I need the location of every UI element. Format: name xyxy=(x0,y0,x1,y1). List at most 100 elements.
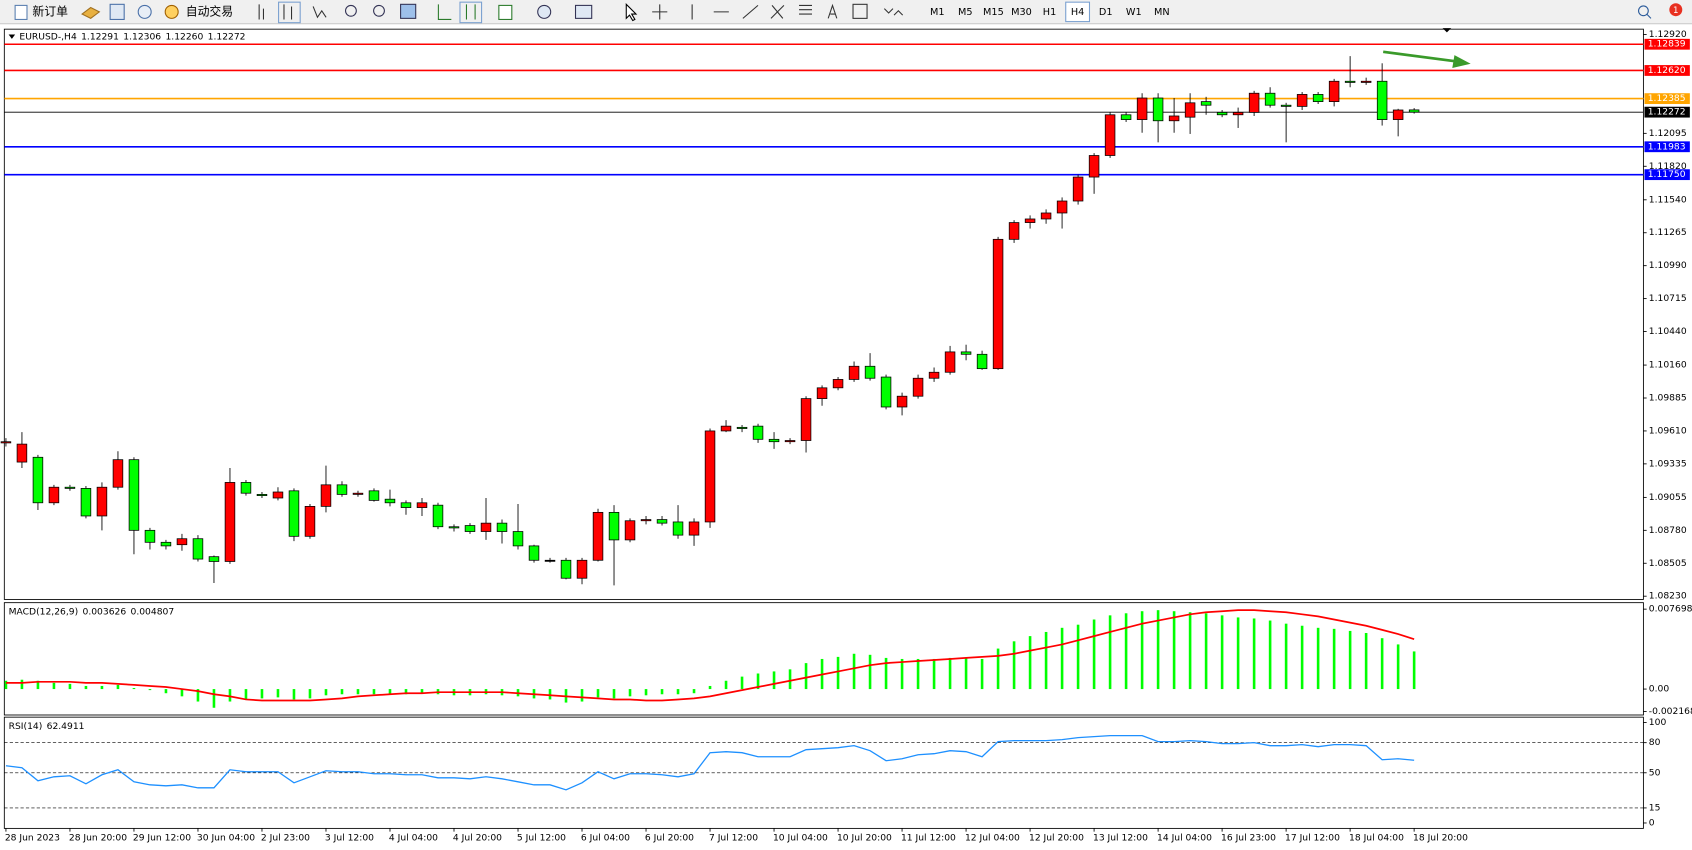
candle-body xyxy=(1136,97,1148,120)
macd-pane xyxy=(3,602,1644,716)
x-tick-label: 12 Jul 04:00 xyxy=(965,833,1020,844)
zoom-in-icon[interactable] xyxy=(344,4,357,17)
timeframe-button[interactable]: W1 xyxy=(1126,7,1142,18)
rsi-line xyxy=(5,734,1415,791)
timeframe-button[interactable]: M15 xyxy=(983,7,1004,18)
zoom-out-icon[interactable] xyxy=(373,4,385,17)
candle-body xyxy=(560,559,572,579)
low-label: 1.12260 xyxy=(165,31,203,42)
candle-body xyxy=(1088,155,1100,178)
macd-bar xyxy=(740,676,744,690)
tile-icon[interactable] xyxy=(400,3,417,19)
timeframe-button[interactable]: M5 xyxy=(958,7,973,18)
macd-bar xyxy=(996,648,1000,690)
candle-body xyxy=(1312,94,1324,102)
icon[interactable] xyxy=(137,4,152,19)
candle-body xyxy=(1408,109,1420,113)
rsi-value: 62.4911 xyxy=(47,720,85,731)
price-header: EURUSD-,H4 1.12291 1.12306 1.12260 1.12272 xyxy=(19,31,245,42)
macd-bar xyxy=(1300,625,1304,690)
trend-arrow xyxy=(1383,50,1471,69)
macd-bar xyxy=(244,689,248,700)
drawing-icons[interactable] xyxy=(770,4,812,19)
macd-bar xyxy=(260,689,264,699)
search-icon[interactable] xyxy=(1646,13,1652,19)
candle-body xyxy=(432,504,444,528)
candle-body xyxy=(192,538,204,560)
candle-body xyxy=(1392,109,1404,120)
macd-bar xyxy=(836,656,840,690)
macd-bar xyxy=(548,689,552,700)
y-tick-label: 0.00 xyxy=(1649,684,1670,695)
macd-bar xyxy=(36,680,40,690)
macd-bar xyxy=(1380,638,1384,690)
arrows-icon[interactable] xyxy=(883,8,904,16)
macd-bar xyxy=(388,689,392,695)
chart-type-icons[interactable] xyxy=(258,4,327,20)
open-label: 1.12291 xyxy=(81,31,119,42)
timeframe-button[interactable]: M1 xyxy=(930,7,945,18)
price-level-box xyxy=(1644,65,1690,76)
macd-bar xyxy=(1364,633,1368,690)
notification-badge[interactable] xyxy=(1669,3,1683,17)
candle-body xyxy=(144,529,156,543)
macd-bar xyxy=(1204,613,1208,690)
macd-header: MACD(12,26,9) 0.003626 0.004807 xyxy=(9,606,175,617)
candle-body xyxy=(1344,80,1356,83)
periods-icon[interactable] xyxy=(537,4,552,19)
timeframe-button[interactable]: M30 xyxy=(1011,7,1032,18)
macd-value: 0.003626 xyxy=(82,606,126,617)
new-order-button[interactable]: 新订单 xyxy=(32,4,68,18)
candle-body xyxy=(160,541,172,547)
candle-body xyxy=(304,506,316,537)
price-level-box xyxy=(1644,38,1690,50)
templates-icon[interactable] xyxy=(574,4,593,19)
auto-trading-icon[interactable] xyxy=(164,4,179,19)
candle-body xyxy=(720,425,732,432)
cursor-icon[interactable] xyxy=(625,3,638,22)
candle-body xyxy=(496,522,508,532)
price-level-label: 1.11750 xyxy=(1648,169,1686,180)
macd-bar xyxy=(628,689,632,697)
search-icon[interactable] xyxy=(1638,5,1649,17)
macd-bar xyxy=(308,689,312,699)
new-order-icon[interactable] xyxy=(14,4,28,20)
candle-body xyxy=(976,353,988,370)
label-icon[interactable] xyxy=(852,3,868,19)
close-label: 1.12272 xyxy=(208,31,246,42)
timeframe-button[interactable]: D1 xyxy=(1099,7,1113,18)
x-tick-label: 13 Jul 12:00 xyxy=(1093,833,1148,844)
candle-body xyxy=(736,426,748,429)
timeframe-button[interactable]: H1 xyxy=(1043,7,1056,18)
chart-layer: 1.12839 1.12620 1.12385 1.12272 1.11983 1.117… xyxy=(0,29,1692,844)
y-tick-label: 1.10440 xyxy=(1649,326,1687,337)
macd-bar xyxy=(196,689,200,702)
timeframe-button[interactable]: H4 xyxy=(1071,7,1084,18)
y-tick-label: 0.007698 xyxy=(1649,604,1692,615)
macd-bar xyxy=(356,689,360,695)
y-tick-label: 1.11820 xyxy=(1649,161,1687,172)
indicator-name: MACD(12,26,9) xyxy=(9,606,79,617)
candle-body xyxy=(224,482,236,562)
icon[interactable] xyxy=(437,4,476,20)
candle-body xyxy=(1168,115,1180,122)
candle-body xyxy=(32,456,44,504)
candle-body xyxy=(464,525,476,532)
y-tick-label: 1.08230 xyxy=(1649,591,1687,602)
icon[interactable] xyxy=(81,6,101,19)
drawing-icons[interactable] xyxy=(652,4,759,20)
candle-body xyxy=(384,498,396,504)
macd-bar xyxy=(724,680,728,690)
candle-body xyxy=(912,377,924,397)
candle-body xyxy=(448,526,460,529)
icon[interactable] xyxy=(109,3,125,20)
indicators-icon[interactable] xyxy=(498,4,513,20)
text-icon[interactable] xyxy=(827,3,838,19)
candle-body xyxy=(480,522,492,532)
price-level-label: 1.12385 xyxy=(1648,93,1686,104)
auto-trading-button[interactable]: 自动交易 xyxy=(186,4,233,18)
timeframe-button[interactable]: MN xyxy=(1154,7,1170,18)
macd-bar xyxy=(1332,628,1336,690)
